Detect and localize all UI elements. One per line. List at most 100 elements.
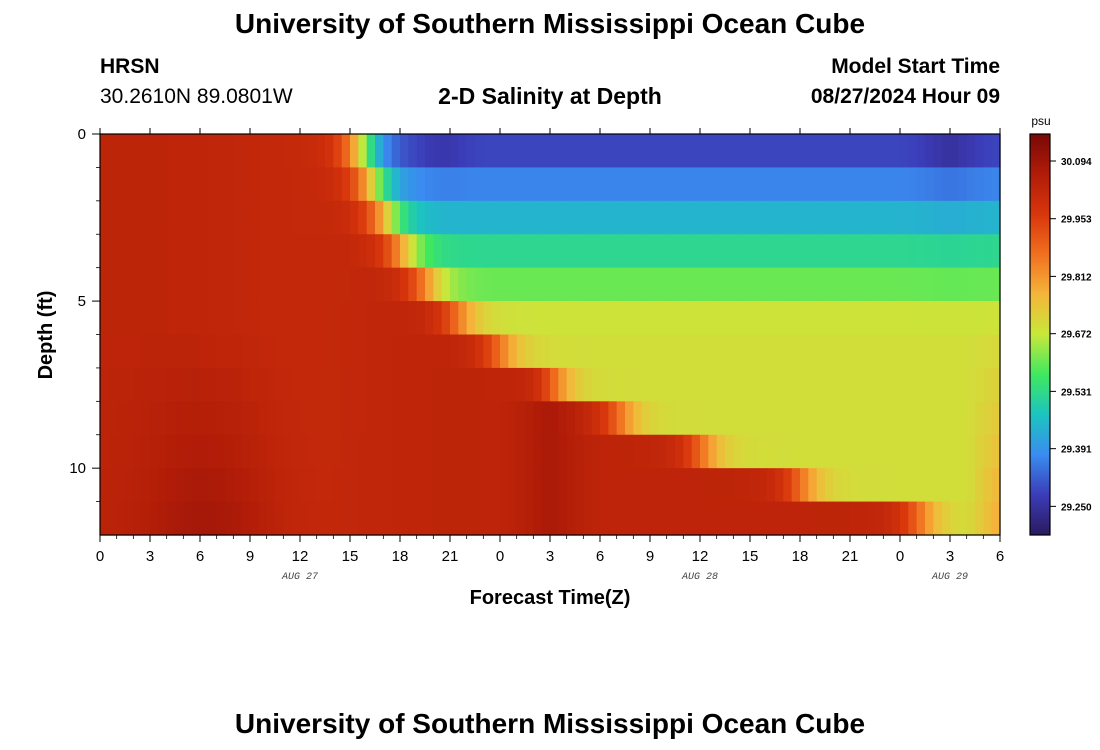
model-start-label: Model Start Time <box>831 55 1000 78</box>
heatmap-cell <box>241 501 251 536</box>
heatmap-cell <box>166 134 176 169</box>
heatmap-cell <box>741 167 751 202</box>
heatmap-cell <box>875 501 884 536</box>
heatmap-cell <box>858 267 868 302</box>
heatmap-cell <box>666 234 676 269</box>
heatmap-cell <box>516 167 526 202</box>
heatmap-cell <box>691 134 701 169</box>
heatmap-cell <box>875 434 884 469</box>
heatmap-cell <box>733 468 743 503</box>
heatmap-cell <box>116 134 126 169</box>
heatmap-cell <box>616 301 626 336</box>
heatmap-cell <box>100 301 109 336</box>
heatmap-cell <box>166 167 176 202</box>
heatmap-cell <box>875 367 884 402</box>
heatmap-cell <box>583 134 593 169</box>
heatmap-cell <box>658 434 668 469</box>
heatmap-cell <box>366 234 376 269</box>
heatmap-cell <box>250 401 259 436</box>
heatmap-cell <box>125 501 134 536</box>
heatmap-cell <box>766 267 776 302</box>
heatmap-cell <box>716 234 726 269</box>
heatmap-cell <box>558 401 568 436</box>
heatmap-cell <box>558 334 568 369</box>
heatmap-cell <box>116 501 126 536</box>
heatmap-cell <box>841 134 851 169</box>
heatmap-cell <box>875 234 884 269</box>
heatmap-cell <box>691 234 701 269</box>
heatmap-cell <box>225 234 234 269</box>
heatmap-cell <box>425 501 434 536</box>
heatmap-cell <box>825 301 834 336</box>
heatmap-cell <box>633 301 643 336</box>
heatmap-cell <box>433 501 443 536</box>
heatmap-cell <box>125 468 134 503</box>
heatmap-cell <box>508 134 518 169</box>
heatmap-cell <box>166 267 176 302</box>
heatmap-cell <box>333 401 343 436</box>
heatmap-cell <box>333 267 343 302</box>
heatmap-cell <box>383 267 393 302</box>
heatmap-cell <box>158 234 168 269</box>
heatmap-cell <box>800 301 809 336</box>
heatmap-cell <box>150 267 159 302</box>
heatmap-cell <box>950 401 959 436</box>
heatmap-cell <box>183 401 193 436</box>
heatmap-cell <box>208 167 218 202</box>
heatmap-cell <box>566 301 576 336</box>
heatmap-cell <box>741 134 751 169</box>
heatmap-cell <box>158 468 168 503</box>
heatmap-cell <box>150 200 159 235</box>
heatmap-cell <box>575 401 584 436</box>
heatmap-cell <box>450 134 459 169</box>
heatmap-cell <box>400 134 409 169</box>
heatmap-cell <box>200 468 209 503</box>
heatmap-cell <box>883 234 893 269</box>
heatmap-cell <box>625 468 634 503</box>
heatmap-cell <box>375 267 384 302</box>
heatmap-cell <box>408 301 418 336</box>
heatmap-cell <box>233 367 243 402</box>
x-tick-label: 18 <box>392 548 409 565</box>
heatmap-cell <box>641 468 651 503</box>
heatmap-cell <box>625 167 634 202</box>
heatmap-cell <box>433 234 443 269</box>
heatmap-cell <box>208 234 218 269</box>
heatmap-cell <box>508 434 518 469</box>
heatmap-cell <box>183 367 193 402</box>
chart-axes: 0 3 6 9 12 15 18 21 0 3 6 9 12 15 18 21 0 3 6 AUG 27 AUG 28 A… <box>69 126 1004 583</box>
heatmap-cell <box>566 367 576 402</box>
heatmap-cell <box>483 167 493 202</box>
heatmap-cell <box>583 367 593 402</box>
heatmap-cell <box>616 200 626 235</box>
heatmap-cell <box>883 501 893 536</box>
heatmap-cell <box>491 134 501 169</box>
heatmap-cell <box>550 501 559 536</box>
heatmap-cell <box>233 334 243 369</box>
heatmap-cell <box>550 234 559 269</box>
x-tick-label: 6 <box>996 548 1004 565</box>
heatmap-cell <box>775 434 784 469</box>
heatmap-cell <box>991 167 1001 202</box>
heatmap-cell <box>475 267 484 302</box>
heatmap-cell <box>150 167 159 202</box>
heatmap-cell <box>708 367 718 402</box>
heatmap-cell <box>575 267 584 302</box>
heatmap-cell <box>400 501 409 536</box>
heatmap-cell <box>766 134 776 169</box>
heatmap-cell <box>550 301 559 336</box>
heatmap-cell <box>441 234 451 269</box>
heatmap-cell <box>975 167 984 202</box>
heatmap-cell <box>466 267 476 302</box>
heatmap-cell <box>475 367 484 402</box>
heatmap-cell <box>150 468 159 503</box>
heatmap-cell <box>408 501 418 536</box>
heatmap-cell <box>358 367 368 402</box>
heatmap-cell <box>450 301 459 336</box>
heatmap-cell <box>508 234 518 269</box>
heatmap-cell <box>325 501 334 536</box>
heatmap-cell <box>483 501 493 536</box>
colorbar: psu 30.094 29.953 29.812 29.672 29.531 29.391… <box>1029 114 1092 536</box>
heatmap-cell <box>841 434 851 469</box>
heatmap-cell <box>475 468 484 503</box>
